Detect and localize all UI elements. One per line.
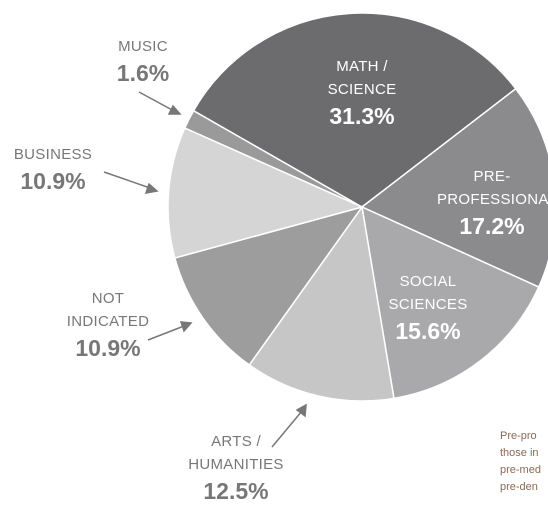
arrowhead bbox=[167, 104, 182, 115]
arrow bbox=[103, 171, 151, 189]
arrowhead bbox=[144, 182, 159, 194]
slice bbox=[361, 205, 540, 400]
slice-label: BUSINESS 10.9% bbox=[3, 143, 103, 196]
category-label: ARTS / HUMANITIES bbox=[188, 433, 284, 473]
category-label: MUSIC bbox=[118, 38, 168, 55]
arrows bbox=[103, 91, 307, 448]
note-line: pre-med bbox=[500, 464, 541, 476]
value-label: 31.3% bbox=[329, 103, 395, 129]
pie bbox=[167, 12, 548, 402]
arrowhead bbox=[295, 403, 307, 418]
note-line: pre-den bbox=[500, 481, 538, 493]
slice-label: PRE-PROFESSIONAL 17.2% bbox=[437, 165, 548, 241]
category-label: NOT INDICATED bbox=[66, 290, 150, 330]
value-label: 10.9% bbox=[75, 335, 141, 361]
slice-label: SOCIAL SCIENCES 15.6% bbox=[373, 270, 483, 346]
value-label: 1.6% bbox=[116, 60, 170, 86]
category-label: MATH / SCIENCE bbox=[327, 58, 397, 98]
slice-label: MUSIC 1.6% bbox=[103, 35, 183, 88]
value-label: 10.9% bbox=[20, 168, 86, 194]
slice-label: NOT INDICATED 10.9% bbox=[58, 287, 158, 363]
arrowhead bbox=[179, 321, 193, 333]
note-line: those in bbox=[500, 447, 539, 459]
note-line: Pre-pro bbox=[500, 430, 537, 442]
category-label: BUSINESS bbox=[13, 146, 93, 163]
value-label: 17.2% bbox=[459, 213, 525, 239]
slice bbox=[192, 12, 517, 208]
slice bbox=[360, 87, 548, 289]
slice bbox=[248, 205, 395, 402]
category-label: SOCIAL SCIENCES bbox=[388, 273, 468, 313]
value-label: 12.5% bbox=[203, 478, 269, 504]
arrow bbox=[147, 325, 185, 341]
arrow bbox=[271, 410, 303, 448]
category-label: PRE-PROFESSIONAL bbox=[437, 168, 548, 208]
value-label: 15.6% bbox=[395, 318, 461, 344]
slice-label: ARTS / HUMANITIES 12.5% bbox=[171, 430, 301, 506]
note: Pre-pro those in pre-med pre-den bbox=[500, 428, 541, 496]
slice bbox=[167, 127, 365, 259]
slice bbox=[173, 205, 364, 366]
slice-label: MATH / SCIENCE 31.3% bbox=[307, 55, 417, 131]
arrow bbox=[138, 91, 175, 112]
